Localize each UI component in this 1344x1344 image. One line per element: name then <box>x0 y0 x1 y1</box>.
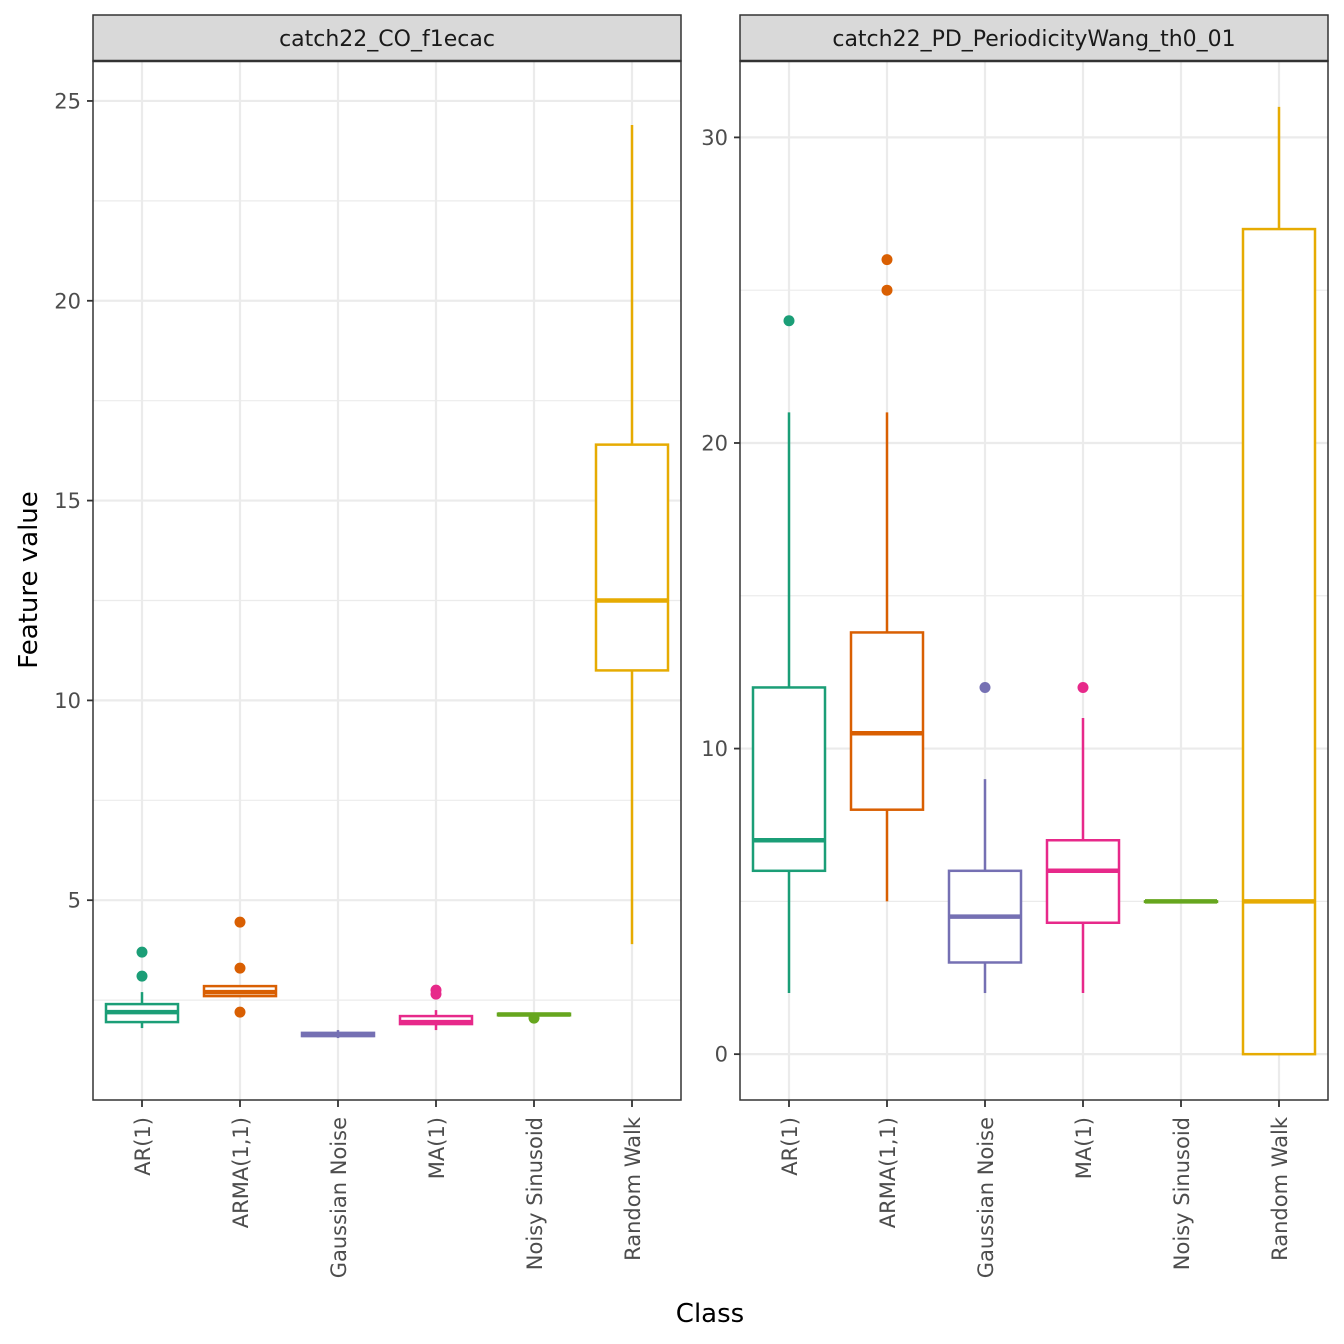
facet-panel-1: catch22_CO_f1ecac 5 10 15 20 25 AR(1) ARMA(1,1)… <box>54 14 682 1278</box>
x-tick-label: ARMA(1,1) <box>229 1117 253 1228</box>
y-tick-label: 15 <box>54 489 81 513</box>
boxplot-ar-1 <box>751 315 827 994</box>
y-tick-label: 5 <box>68 889 81 913</box>
y-tick-label: 30 <box>701 126 728 150</box>
box-iqr <box>594 443 670 672</box>
x-axis-title: Class <box>676 1299 744 1329</box>
y-tick-label: 20 <box>54 289 81 313</box>
y-tick-label: 10 <box>701 737 728 761</box>
box-iqr <box>1241 227 1317 1056</box>
facet-strip-title: catch22_PD_PeriodicityWang_th0_01 <box>832 27 1235 52</box>
boxplot-noisy-sinusoid <box>1143 899 1219 904</box>
outlier-point <box>234 916 246 928</box>
outlier-point <box>136 946 148 958</box>
panel-background <box>93 61 681 1100</box>
x-tick-label: MA(1) <box>1072 1117 1096 1179</box>
outlier-point <box>234 962 246 974</box>
y-tick-label: 0 <box>715 1043 728 1067</box>
boxplot-arma-1-1 <box>849 254 925 902</box>
facet-strip <box>92 14 682 62</box>
panel-background <box>740 61 1328 1100</box>
facet-panel-2: catch22_PD_PeriodicityWang_th0_01 0 10 20 30… <box>701 14 1329 1278</box>
x-tick-label: MA(1) <box>425 1117 449 1179</box>
boxplot-noisy-sinusoid <box>496 1012 572 1024</box>
box-iqr <box>751 686 827 873</box>
box-iqr <box>1045 839 1121 925</box>
x-tick-label: Random Walk <box>621 1116 645 1261</box>
x-tick-label: ARMA(1,1) <box>876 1117 900 1228</box>
boxplot-random-walk <box>1241 106 1317 1056</box>
boxplot-random-walk <box>594 124 670 945</box>
x-tick-label: Random Walk <box>1268 1116 1292 1261</box>
x-tick-label: AR(1) <box>778 1117 802 1176</box>
y-tick-label: 10 <box>54 689 81 713</box>
facet-strip-title: catch22_CO_f1ecac <box>279 27 495 52</box>
boxplot-gaussian-noise <box>300 1030 376 1039</box>
y-tick-label: 25 <box>54 89 81 113</box>
outlier-point <box>528 1012 540 1024</box>
x-tick-label: Noisy Sinusoid <box>523 1117 547 1270</box>
y-axis-title: Feature value <box>14 491 44 669</box>
outlier-point <box>979 681 991 693</box>
x-tick-label: Gaussian Noise <box>974 1117 998 1278</box>
boxplot-ar-1 <box>104 946 180 1029</box>
boxplot-ma-1 <box>398 984 474 1031</box>
x-tick-label: Gaussian Noise <box>327 1117 351 1278</box>
y-tick-label: 20 <box>701 431 728 455</box>
outlier-point <box>1077 681 1089 693</box>
outlier-point <box>430 988 442 1000</box>
outlier-point <box>783 315 795 327</box>
boxplot-arma-1-1 <box>202 916 278 1018</box>
facet-panels: catch22_CO_f1ecac 5 10 15 20 25 AR(1) ARMA(1,1)… <box>54 14 1329 1278</box>
outlier-point <box>881 284 893 296</box>
box-iqr <box>849 631 925 811</box>
boxplot-ma-1 <box>1045 681 1121 994</box>
x-tick-label: AR(1) <box>131 1117 155 1176</box>
boxplot-gaussian-noise <box>947 681 1023 994</box>
outlier-point <box>881 254 893 266</box>
outlier-point <box>234 1006 246 1018</box>
facet-strip <box>739 14 1329 62</box>
x-tick-label: Noisy Sinusoid <box>1170 1117 1194 1270</box>
outlier-point <box>136 970 148 982</box>
